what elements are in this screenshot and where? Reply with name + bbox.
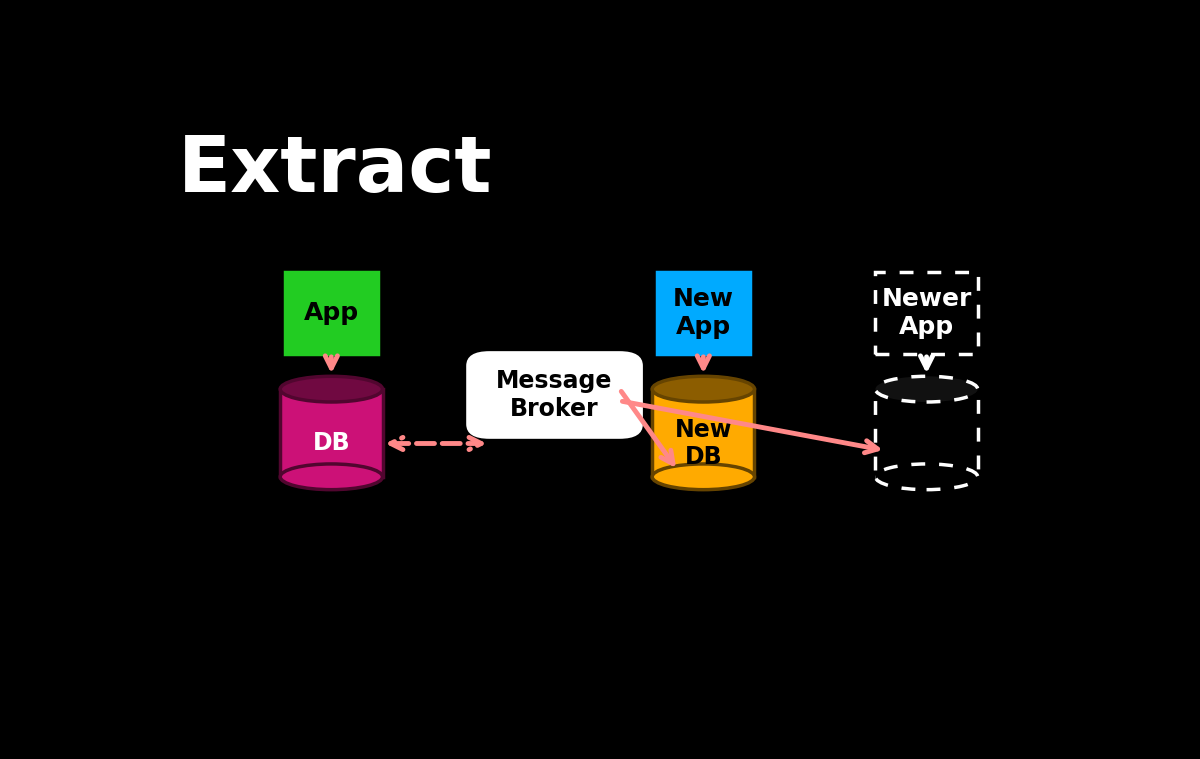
FancyBboxPatch shape [876,272,978,354]
Text: New
App: New App [673,287,734,339]
Bar [876,389,978,477]
FancyBboxPatch shape [656,272,750,354]
Text: App: App [304,301,359,325]
Text: Newer
App: Newer App [881,287,972,339]
FancyBboxPatch shape [466,351,643,439]
Text: New
DB: New DB [674,417,732,469]
Bar [281,389,383,477]
Ellipse shape [653,376,755,402]
Ellipse shape [876,464,978,490]
Bar [653,389,755,477]
Text: Extract: Extract [178,132,492,208]
FancyBboxPatch shape [284,272,378,354]
Text: Message
Broker: Message Broker [497,369,613,421]
Ellipse shape [876,376,978,402]
Ellipse shape [653,464,755,490]
Text: DB: DB [312,431,350,455]
Ellipse shape [281,464,383,490]
Ellipse shape [281,376,383,402]
